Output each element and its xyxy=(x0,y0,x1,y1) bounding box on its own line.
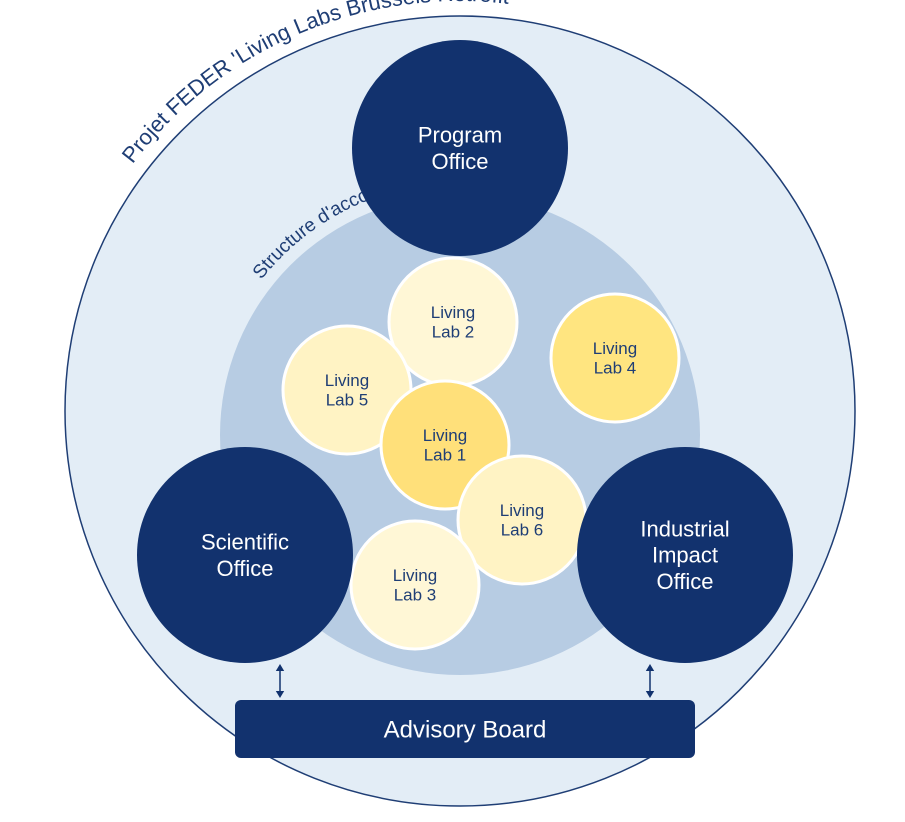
living-lab-4-label: LivingLab 4 xyxy=(593,339,637,378)
advisory-board: Advisory Board xyxy=(235,700,695,758)
living-lab-1-label: LivingLab 1 xyxy=(423,426,467,465)
living-lab-3-label: LivingLab 3 xyxy=(393,566,437,605)
living-lab-5-label: LivingLab 5 xyxy=(325,371,369,410)
living-lab-2-label: LivingLab 2 xyxy=(431,303,475,342)
living-lab-6-label: LivingLab 6 xyxy=(500,501,544,540)
industrial-impact-office: IndustrialImpactOffice xyxy=(577,447,793,663)
advisory-board-label: Advisory Board xyxy=(384,716,547,743)
program-office: ProgramOffice xyxy=(352,40,568,256)
scientific-office: ScientificOffice xyxy=(137,447,353,663)
living-lab-3: LivingLab 3 xyxy=(351,521,479,649)
living-lab-4: LivingLab 4 xyxy=(551,294,679,422)
org-diagram: Projet FEDER 'Living Labs Brussels Retro… xyxy=(0,0,905,822)
